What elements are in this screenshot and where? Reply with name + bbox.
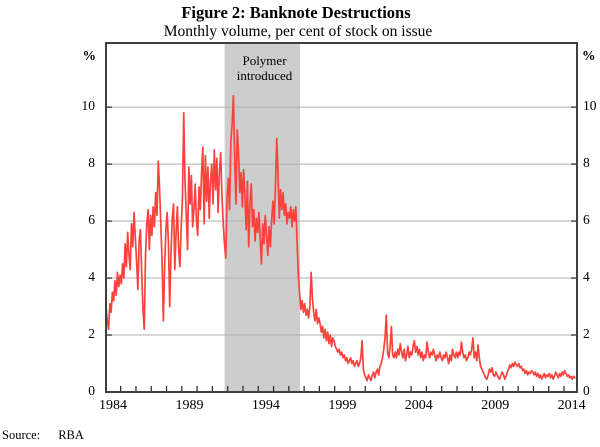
plot-frame	[105, 42, 578, 393]
y-tick-label-left: 2	[88, 326, 95, 342]
data-line	[105, 94, 576, 382]
chart-title: Figure 2: Banknote Destructions	[181, 3, 411, 22]
chart-subtitle: Monthly volume, per cent of stock on iss…	[163, 23, 433, 40]
x-tick-label: 2004	[404, 398, 433, 413]
y-tick-label-left: 4	[88, 269, 95, 285]
y-tick-label-right: 0	[583, 383, 590, 398]
x-tick-label: 1999	[328, 398, 357, 413]
annotation-line-2: introduced	[236, 68, 293, 83]
x-tick-label: 2014	[557, 398, 586, 413]
y-tick-label-left: 10	[81, 98, 96, 114]
y-tick-label-left: 6	[88, 212, 95, 228]
y-tick-label-right: 10	[583, 98, 597, 114]
x-tick-label: 1984	[99, 398, 128, 413]
y-tick-label-right: 2	[583, 326, 590, 342]
x-tick-label: 1994	[251, 398, 280, 413]
y-tick-label-right: 8	[583, 155, 590, 171]
x-tick-label: 2009	[481, 398, 510, 413]
y-tick-label-right: 6	[583, 212, 590, 228]
x-tick-label: 1989	[175, 398, 204, 413]
source-note: Source: RBA	[2, 428, 84, 443]
source-label: Source:	[2, 428, 41, 442]
annotation-line-1: Polymer	[242, 53, 287, 68]
polymer-introduced-annotation: Polymer introduced	[224, 53, 305, 83]
source-value: RBA	[58, 428, 84, 442]
y-axis-unit-left: %	[82, 48, 97, 63]
y-tick-label-left: 8	[88, 155, 95, 171]
y-tick-label-left: 0	[88, 383, 95, 398]
y-axis-unit-right: %	[582, 48, 596, 63]
y-tick-label-right: 4	[583, 269, 590, 285]
